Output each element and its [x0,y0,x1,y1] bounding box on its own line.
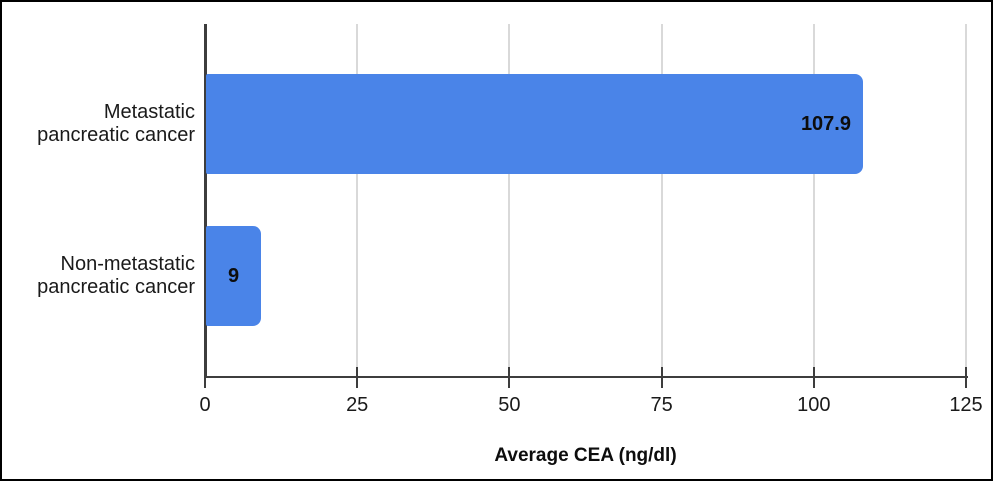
gridline [812,24,815,377]
gridline [965,24,967,377]
tick-mark [356,367,359,388]
tick-label: 0 [199,394,211,416]
tick-mark [508,367,511,388]
category-label: Non-metastatic pancreatic cancer [37,253,195,298]
tick-label: 50 [498,394,521,416]
bar-2 [206,226,261,326]
gridline [660,24,663,377]
gridline [356,24,359,377]
x-axis-line [204,376,968,378]
bar-1 [206,74,863,174]
y-axis-line [204,24,207,377]
gridline [508,24,511,377]
tick-mark [660,367,663,388]
tick-mark [812,367,815,388]
bar-value-label: 9 [227,265,240,287]
bar-value-label: 107.9 [800,113,851,135]
tick-label: 75 [650,394,673,416]
category-label: Metastatic pancreatic cancer [37,101,195,146]
tick-label: 25 [346,394,369,416]
tick-label: 125 [949,394,983,416]
tick-mark [204,367,206,388]
tick-mark [965,367,967,388]
x-axis-title: Average CEA (ng/dl) [494,445,677,466]
tick-label: 100 [797,394,831,416]
